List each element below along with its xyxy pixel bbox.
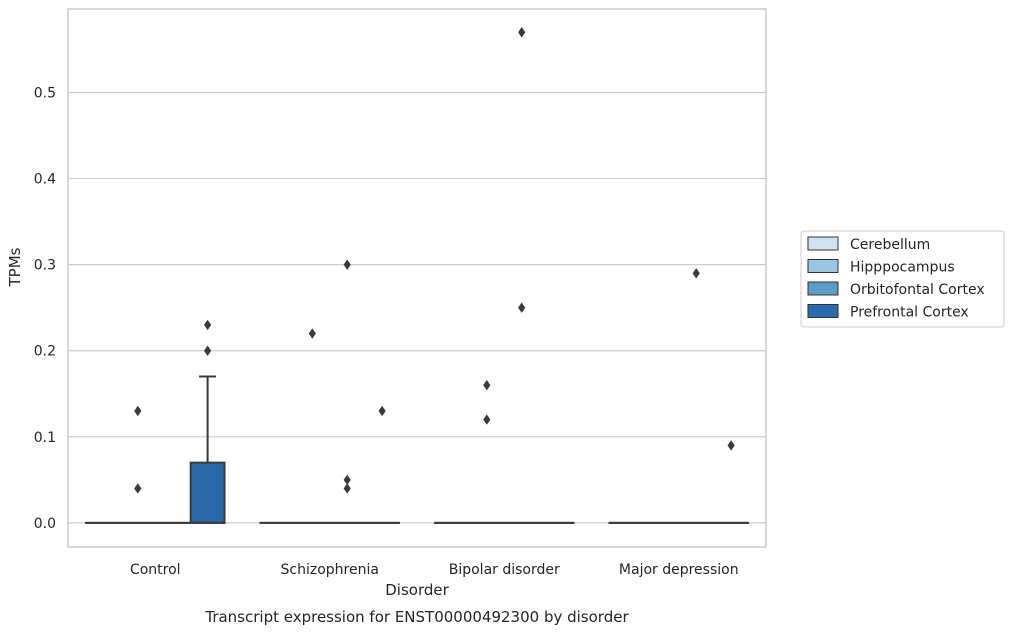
outlier-point	[343, 483, 351, 494]
legend-swatch	[807, 281, 839, 296]
legend-swatch	[807, 304, 839, 318]
box-marks	[84, 27, 750, 524]
y-tick-label: 0.4	[34, 172, 56, 188]
chart-caption: Transcript expression for ENST0000049230…	[204, 608, 629, 626]
outlier-point	[518, 302, 526, 313]
box-hipppocampus	[119, 405, 156, 524]
gridlines	[68, 91, 766, 524]
box-body	[189, 461, 226, 524]
y-tick-label: 0.3	[34, 258, 56, 274]
outlier-point	[378, 405, 386, 417]
y-axis-label: TPMs	[6, 247, 24, 287]
outlier-point	[518, 27, 526, 38]
legend-swatch	[807, 259, 839, 273]
box-hipppocampus	[294, 328, 331, 524]
outlier-point	[204, 319, 212, 331]
x-tick-labels: Control Schizophrenia Bipolar disorder Majo…	[130, 562, 739, 578]
y-tick-label: 0.1	[34, 430, 56, 446]
y-tick-label: 0.0	[34, 516, 56, 532]
box-orbitofontal-cortex	[503, 27, 540, 524]
y-tick-label: 0.5	[34, 85, 56, 101]
legend-frame	[800, 230, 1005, 328]
box-orbitofontal-cortex	[329, 259, 366, 524]
legend-label: Hipppocampus	[850, 260, 955, 276]
outlier-point	[483, 379, 491, 391]
box-prefrontal-cortex	[189, 319, 226, 524]
outlier-point	[204, 345, 212, 356]
x-tick-label: Schizophrenia	[281, 562, 379, 578]
legend-swatch	[807, 236, 839, 251]
outlier-point	[343, 474, 351, 486]
outlier-point	[308, 328, 316, 339]
x-axis-label: Disorder	[385, 581, 449, 599]
outlier-point	[134, 405, 142, 417]
box-orbitofontal-cortex	[678, 268, 715, 524]
outlier-point	[727, 440, 735, 451]
outlier-point	[343, 259, 351, 270]
legend-label: Cerebellum	[850, 237, 930, 253]
y-tick-label: 0.2	[34, 344, 56, 360]
legend-label: Prefrontal Cortex	[850, 305, 969, 321]
outlier-point	[483, 414, 491, 425]
x-tick-label: Major depression	[619, 562, 739, 578]
outlier-point	[134, 483, 142, 494]
plot-area-frame	[67, 8, 767, 548]
box-prefrontal-cortex	[364, 405, 401, 524]
legend-label: Orbitofontal Cortex	[850, 282, 985, 298]
outlier-point	[692, 268, 700, 279]
x-tick-label: Control	[130, 562, 181, 578]
legend: Cerebellum Hipppocampus Orbitofontal Corte…	[800, 230, 1005, 328]
box-hipppocampus	[468, 379, 505, 524]
box-prefrontal-cortex	[713, 440, 750, 524]
x-tick-label: Bipolar disorder	[449, 562, 560, 578]
y-tick-labels: 0.0 0.1 0.2 0.3 0.4 0.5	[34, 85, 56, 531]
